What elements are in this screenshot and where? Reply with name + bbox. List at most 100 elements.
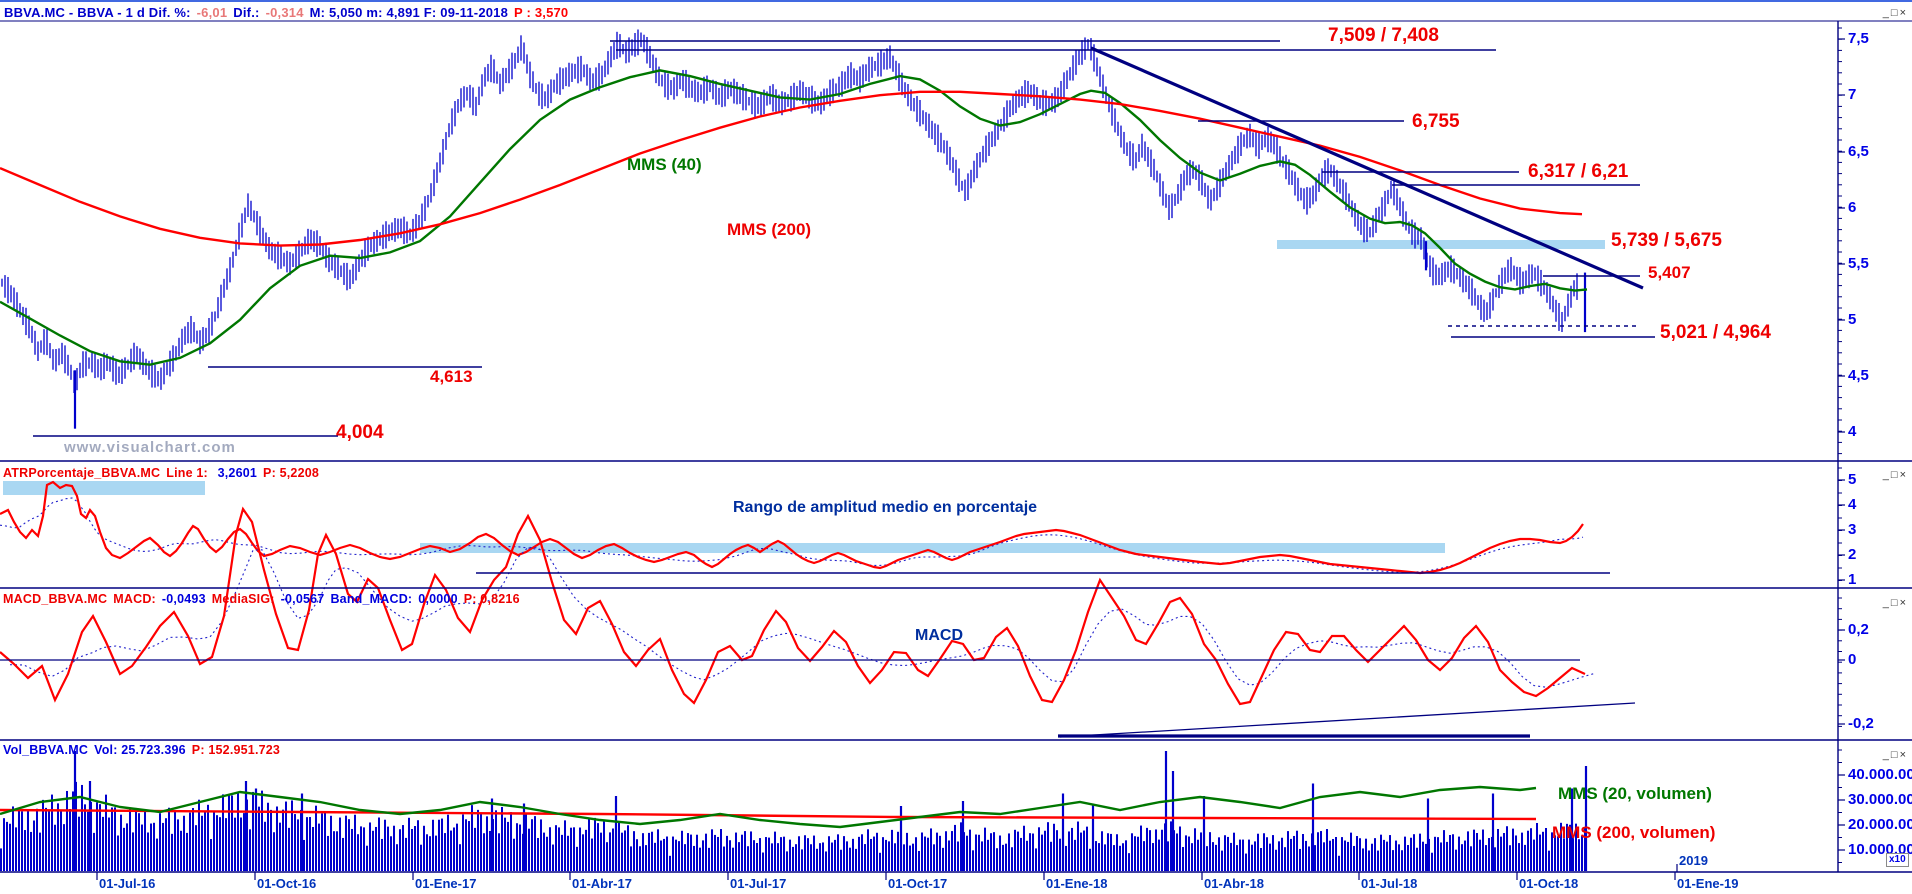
level-6755: 6,755 [1412, 111, 1460, 132]
level-4004: 4,004 [336, 422, 384, 443]
volume-indicator-header: Vol_BBVA.MC Vol: 25.723.396 P: 152.951.723 [3, 743, 286, 757]
quote-segment-4: M: 5,050 m: 4,891 F: 09-11-2018 [309, 5, 509, 20]
window-maximize-icon[interactable]: □ [1890, 749, 1900, 761]
window-controls-panel-1: _□× [1846, 470, 1908, 481]
window-maximize-icon[interactable]: □ [1890, 7, 1900, 19]
date-axis-label: 01-Abr-17 [572, 876, 632, 891]
atr-header-segment-2: 3,2601 [217, 466, 258, 480]
atr-axis-label: 3 [1848, 521, 1857, 538]
quote-segment-2: Dif.: [233, 5, 260, 20]
window-minimize-icon[interactable]: _ [1882, 749, 1891, 761]
volume-axis-multiplier-badge: x10 [1886, 853, 1909, 867]
highlight-band [3, 481, 205, 495]
volume-axis-label: 40.000.00 [1848, 766, 1912, 783]
window-maximize-icon[interactable]: □ [1890, 597, 1900, 609]
date-axis-label: 01-Jul-16 [99, 876, 156, 891]
analysis-line[interactable] [1059, 702, 1636, 738]
window-minimize-icon[interactable]: _ [1882, 469, 1891, 481]
volume-mms20-line [0, 785, 1537, 829]
price-axis-label: 6 [1848, 199, 1857, 216]
mms200-label: MMS (200) [727, 220, 812, 239]
macd-header-segment-1: MACD: [113, 592, 156, 606]
date-axis-label: 01-Oct-18 [1519, 876, 1579, 891]
atr-header-segment-3: P: 5,2208 [263, 466, 320, 480]
level-5739-5675: 5,739 / 5,675 [1611, 230, 1722, 251]
watermark: www.visualchart.com [64, 439, 236, 456]
mms40-line [0, 69, 1588, 366]
atr-title: Rango de amplitud medio en porcentaje [733, 499, 1038, 516]
window-minimize-icon[interactable]: _ [1882, 597, 1891, 609]
quote-segment-3: -0,314 [265, 5, 304, 20]
atr-axis-label: 1 [1848, 571, 1857, 588]
price-axis-label: 6,5 [1848, 143, 1869, 160]
window-controls-panel-2: _□× [1846, 598, 1908, 609]
level-4613: 4,613 [430, 367, 473, 386]
macd-axis-label: 0,2 [1848, 621, 1869, 638]
atr-signal-line [0, 497, 1584, 573]
level-5021-4964: 5,021 / 4,964 [1660, 322, 1771, 343]
highlight-band [1277, 240, 1605, 249]
window-close-icon[interactable]: × [1899, 597, 1908, 609]
date-axis-label: 01-Oct-16 [257, 876, 317, 891]
vol-mms20-label: MMS (20, volumen) [1558, 784, 1712, 803]
year-label: 2019 [1679, 853, 1708, 868]
quote-segment-1: -6,01 [196, 5, 228, 20]
mms40-label: MMS (40) [627, 155, 702, 174]
macd-header-segment-5: Band_MACD: [330, 592, 413, 606]
window-close-icon[interactable]: × [1899, 469, 1908, 481]
macd-header-segment-2: -0,0493 [161, 592, 206, 606]
macd-indicator-header: MACD_BBVA.MC MACD: -0,0493 MediaSIG: -0,0567… [3, 592, 526, 606]
date-axis-label: 01-Oct-17 [888, 876, 948, 891]
level-7509-7408: 7,509 / 7,408 [1328, 25, 1439, 46]
price-axis-label: 4,5 [1848, 367, 1869, 384]
price-axis-label: 7,5 [1848, 30, 1869, 47]
price-axis-label: 5 [1848, 311, 1857, 328]
quote-segment-0: BBVA.MC - BBVA - 1 d Dif. %: [4, 5, 191, 20]
vol-mms200-label: MMS (200, volumen) [1552, 823, 1716, 842]
date-axis-label: 01-Ene-17 [415, 876, 477, 891]
date-axis-label: 01-Ene-18 [1046, 876, 1108, 891]
macd-header-segment-0: MACD_BBVA.MC [3, 592, 108, 606]
macd-header-segment-7: P: 0,8216 [463, 592, 520, 606]
analysis-line[interactable] [1090, 46, 1644, 290]
atr-axis-label: 2 [1848, 546, 1857, 563]
window-controls-panel-0: _□× [1846, 8, 1908, 19]
atr-header-segment-0: ATRPorcentaje_BBVA.MC [3, 466, 161, 480]
window-maximize-icon[interactable]: □ [1890, 469, 1900, 481]
atr-line [0, 480, 1584, 575]
vol-header-segment-0: Vol_BBVA.MC [3, 743, 89, 757]
mms200-line [0, 90, 1583, 247]
date-axis-label: 01-Jul-17 [730, 876, 787, 891]
macd-header-segment-6: 0,0000 [418, 592, 458, 606]
price-axis-label: 7 [1848, 86, 1857, 103]
macd-line [0, 506, 1586, 706]
highlight-band [420, 543, 1445, 553]
macd-axis-label: 0 [1848, 651, 1857, 668]
price-axis-label: 4 [1848, 423, 1857, 440]
window-close-icon[interactable]: × [1899, 7, 1908, 19]
macd-axis-label: -0,2 [1848, 715, 1874, 732]
volume-axis-label: 30.000.00 [1848, 791, 1912, 808]
vol-header-segment-2: P: 152.951.723 [191, 743, 281, 757]
volume-axis-label: 20.000.00 [1848, 816, 1912, 833]
atr-axis-label: 5 [1848, 471, 1857, 488]
price-axis-label: 5,5 [1848, 255, 1869, 272]
macd-title: MACD [915, 627, 963, 644]
volume-mms200-line [0, 808, 1537, 821]
date-axis-label: 01-Ene-19 [1677, 876, 1739, 891]
macd-header-segment-3: MediaSIG: [211, 592, 275, 606]
window-minimize-icon[interactable]: _ [1882, 7, 1891, 19]
macd-header-segment-4: -0,0567 [280, 592, 325, 606]
quote-segment-5: P : 3,570 [514, 5, 569, 20]
level-6317-621: 6,317 / 6,21 [1528, 161, 1629, 182]
window-close-icon[interactable]: × [1899, 749, 1908, 761]
date-axis-label: 01-Jul-18 [1361, 876, 1418, 891]
atr-axis-label: 4 [1848, 496, 1857, 513]
window-controls-panel-3: _□× [1846, 750, 1908, 761]
date-axis-label: 01-Abr-18 [1204, 876, 1264, 891]
level-5407: 5,407 [1648, 263, 1691, 282]
quote-header: BBVA.MC - BBVA - 1 d Dif. %: -6,01 Dif.: -0… [4, 5, 574, 20]
atr-header-segment-1: Line 1: [166, 466, 212, 480]
